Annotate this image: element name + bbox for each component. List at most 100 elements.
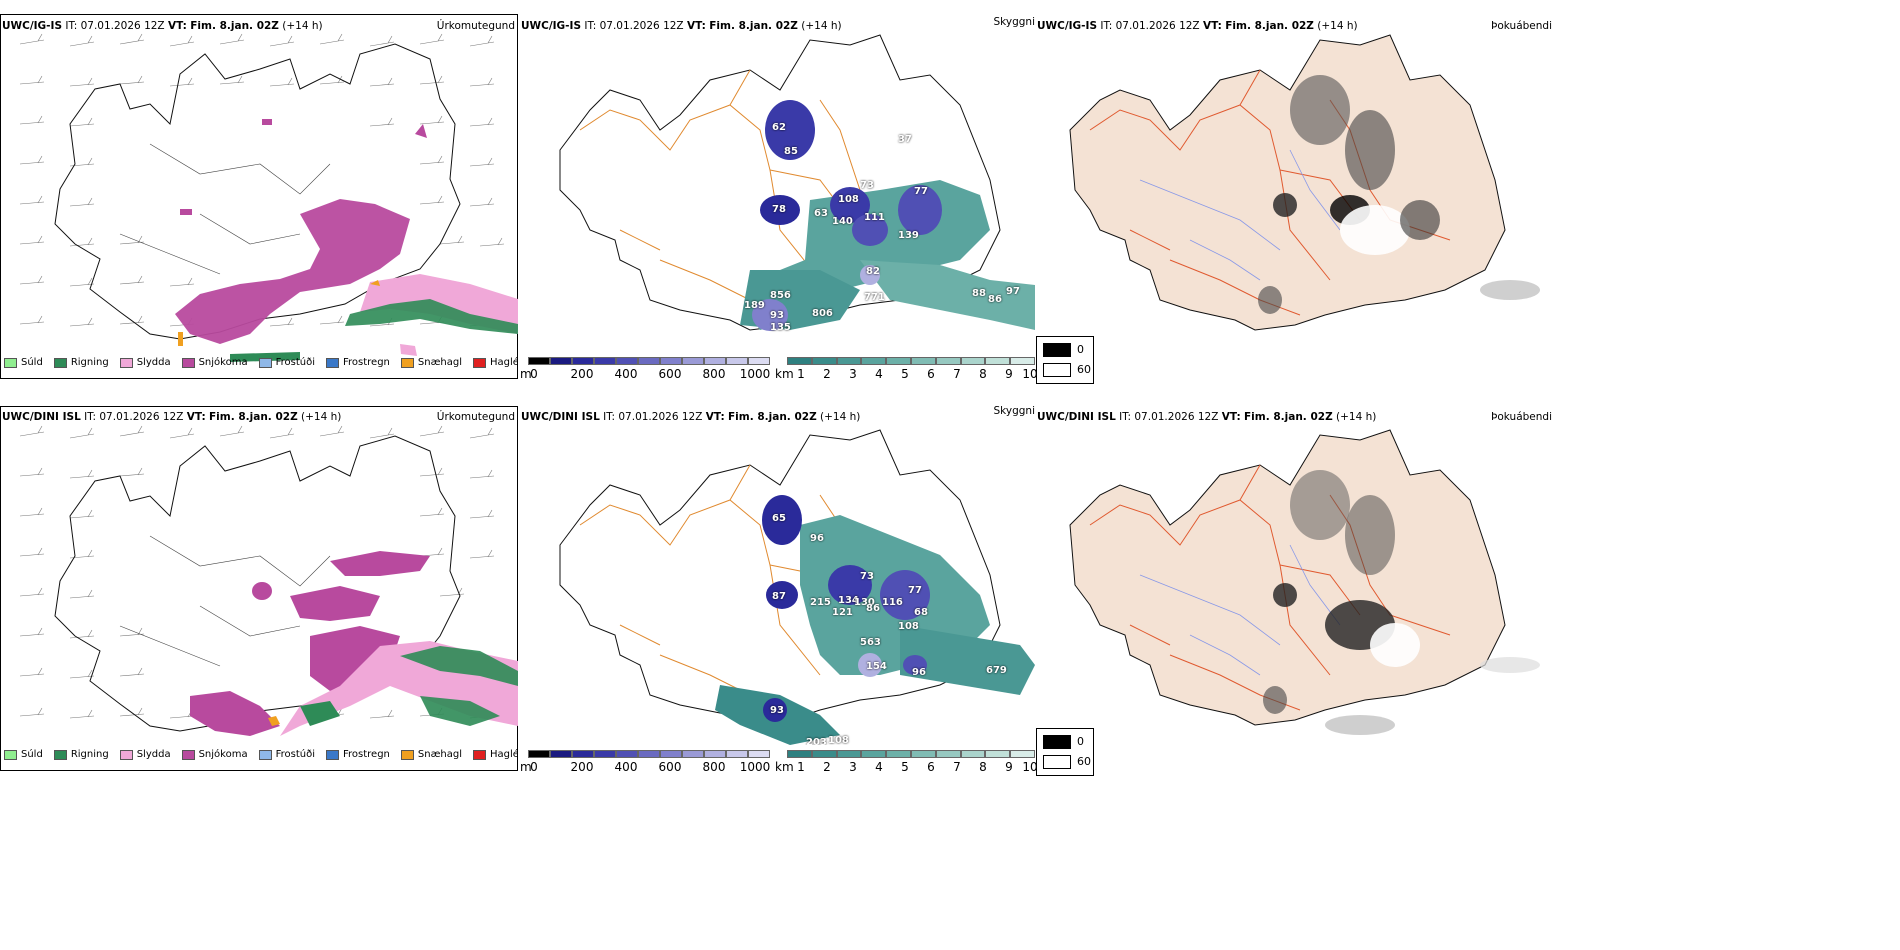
panel-title: Skyggni bbox=[993, 16, 1036, 28]
vt-value: Fim. 8.jan. 02Z bbox=[209, 411, 298, 423]
colorbar-tick: 3 bbox=[849, 760, 857, 774]
vt-value: Fim. 8.jan. 02Z bbox=[728, 411, 817, 423]
fog-panel-bottom bbox=[1040, 425, 1560, 745]
vis-value-label: 88 bbox=[972, 288, 986, 299]
colorbar-tick: 800 bbox=[702, 760, 726, 774]
vt-value: Fim. 8.jan. 02Z bbox=[1225, 20, 1314, 32]
legend-label: Slydda bbox=[136, 357, 171, 368]
it-label: IT: bbox=[584, 20, 597, 32]
colorbar-tick: 600 bbox=[658, 760, 682, 774]
colorbar-cell bbox=[836, 357, 862, 365]
fog-legend-swatch bbox=[1043, 755, 1071, 769]
colorbar-cell bbox=[572, 750, 594, 758]
colorbar-unit: m bbox=[520, 760, 532, 774]
vis-value-label: 73 bbox=[860, 571, 874, 582]
visibility-panel-bottom: 65 96 87 215 134 130 121 86 116 68 108 5… bbox=[520, 425, 1035, 745]
legend-label: Snjókoma bbox=[198, 749, 248, 760]
colorbar-cell bbox=[726, 357, 748, 365]
it-label: IT: bbox=[603, 411, 616, 423]
vt-label: VT: bbox=[705, 411, 725, 423]
colorbar-tick: 7 bbox=[953, 760, 961, 774]
legend-label: Rigning bbox=[70, 749, 109, 760]
lead-time: (+14 h) bbox=[1336, 411, 1377, 423]
visibility-colorbar-top: km 1 2 3 4 5 6 7 8 9 10 bbox=[775, 357, 1038, 382]
panel-title: Úrkomutegund bbox=[436, 20, 515, 32]
legend-swatch bbox=[4, 357, 17, 368]
legend-label: Snæhagl bbox=[417, 357, 463, 368]
fog-legend-swatch bbox=[1043, 363, 1071, 377]
colorbar-tick: 200 bbox=[570, 760, 594, 774]
vis-value-label: 78 bbox=[772, 204, 786, 215]
legend-swatch bbox=[258, 749, 272, 760]
precip-type-legend: Súld Rigning Slydda Snjókoma Frostúði Fr… bbox=[4, 749, 518, 760]
vis-value-label: 65 bbox=[772, 513, 786, 524]
legend-label: Rigning bbox=[70, 357, 109, 368]
colorbar-tick: 400 bbox=[614, 367, 638, 381]
legend-item: Rigning bbox=[53, 357, 109, 368]
colorbar-cell bbox=[682, 357, 704, 365]
vis-value-label: 82 bbox=[866, 266, 880, 277]
colorbar-tick: 1000 bbox=[739, 760, 771, 774]
vis-value-label: 108 bbox=[828, 735, 849, 745]
it-value: 07.01.2026 12Z bbox=[1134, 411, 1219, 423]
colorbar-cell bbox=[528, 357, 550, 365]
it-label: IT: bbox=[1100, 20, 1113, 32]
vt-value: Fim. 8.jan. 02Z bbox=[709, 20, 798, 32]
colorbar-tick: 0 bbox=[530, 367, 538, 381]
vis-value-label: 563 bbox=[860, 637, 881, 648]
vis-value-label: 139 bbox=[898, 230, 919, 241]
colorbar-cell bbox=[704, 357, 726, 365]
colorbar-tick: 1 bbox=[797, 367, 805, 381]
fog-panel-top bbox=[1040, 30, 1560, 350]
colorbar-tick: 4 bbox=[875, 367, 883, 381]
legend-swatch bbox=[258, 357, 272, 368]
visibility-colorbar-bottom: km 1 2 3 4 5 6 7 8 9 10 bbox=[775, 750, 1038, 775]
fog-map-top bbox=[1069, 34, 1540, 331]
fog-legend-top: 0 60 bbox=[1036, 336, 1094, 384]
colorbar-tick: 600 bbox=[658, 367, 682, 381]
it-label: IT: bbox=[84, 411, 97, 423]
legend-label: Snæhagl bbox=[417, 749, 463, 760]
colorbar-cell bbox=[811, 750, 837, 758]
vis-value-label: 97 bbox=[1006, 286, 1020, 297]
legend-swatch bbox=[473, 749, 487, 760]
legend-item: Frostregn bbox=[326, 357, 390, 368]
colorbar-tick: 9 bbox=[1005, 760, 1013, 774]
panel-header: UWC/DINI ISL IT: 07.01.2026 12Z VT: Fim.… bbox=[2, 411, 341, 423]
colorbar-tick: 6 bbox=[927, 760, 935, 774]
vis-value-label: 96 bbox=[810, 533, 824, 544]
model-name: UWC/DINI ISL bbox=[521, 411, 600, 423]
colorbar-tick: 10 bbox=[1022, 367, 1038, 381]
fog-map-bottom bbox=[1069, 429, 1540, 735]
lead-time: (+14 h) bbox=[801, 20, 842, 32]
cloudbase-colorbar-bottom: m 0 200 400 600 800 1000 bbox=[520, 750, 770, 775]
colorbar-cell bbox=[861, 750, 887, 758]
map-frame bbox=[0, 406, 518, 771]
legend-swatch bbox=[473, 357, 487, 368]
vis-value-label: 77 bbox=[908, 585, 922, 596]
legend-item: Snæhagl bbox=[400, 749, 463, 760]
it-value: 07.01.2026 12Z bbox=[80, 20, 165, 32]
precip-type-legend: Súld Rigning Slydda Snjókoma Frostúði Fr… bbox=[4, 357, 518, 368]
colorbar-cell bbox=[811, 357, 837, 365]
legend-swatch bbox=[181, 749, 195, 760]
colorbar-tick: 2 bbox=[823, 367, 831, 381]
it-value: 07.01.2026 12Z bbox=[99, 411, 184, 423]
model-name: UWC/IG-IS bbox=[521, 20, 582, 32]
vis-value-label: 85 bbox=[784, 146, 798, 157]
colorbar-cell bbox=[660, 750, 682, 758]
legend-swatch bbox=[326, 749, 339, 760]
panel-title: Skyggni bbox=[993, 405, 1036, 417]
colorbar-cell bbox=[638, 750, 660, 758]
precip-map-top bbox=[19, 33, 518, 362]
lead-time: (+14 h) bbox=[1317, 20, 1358, 32]
colorbar-cell bbox=[682, 750, 704, 758]
vis-value-label: 806 bbox=[812, 308, 833, 319]
colorbar-tick: 1000 bbox=[739, 367, 771, 381]
it-label: IT: bbox=[1119, 411, 1132, 423]
model-name: UWC/DINI ISL bbox=[2, 411, 81, 423]
fog-legend-swatch bbox=[1043, 735, 1071, 749]
vis-value-label: 771 bbox=[864, 292, 885, 303]
vis-value-label: 93 bbox=[770, 705, 784, 716]
fog-legend-swatch bbox=[1043, 343, 1071, 357]
